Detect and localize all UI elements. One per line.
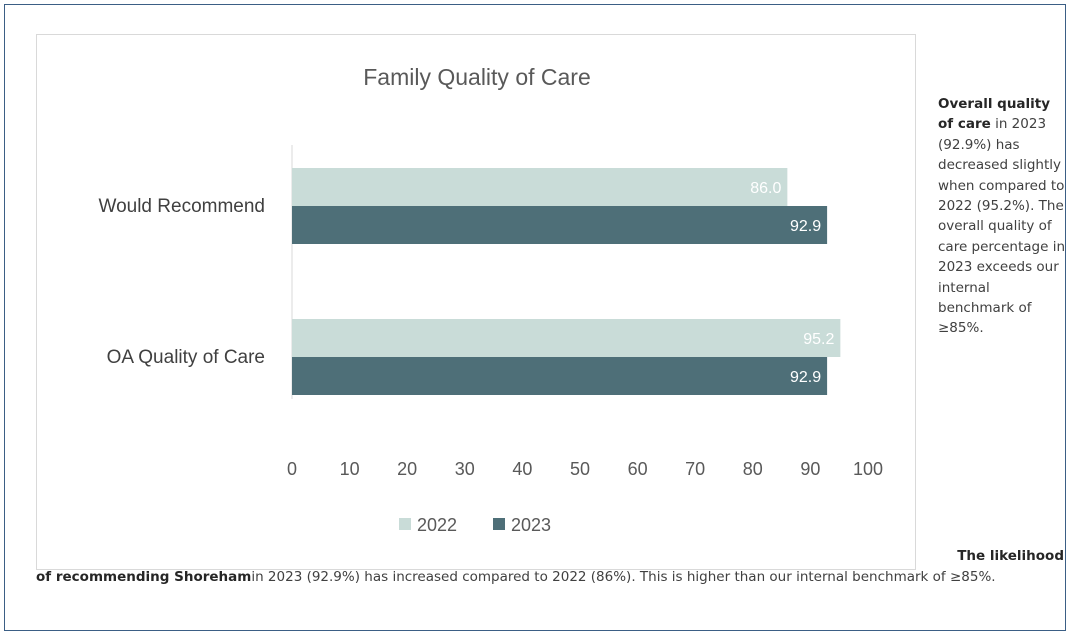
x-tick-label: 60 (628, 459, 648, 479)
x-tick-label: 100 (853, 459, 883, 479)
page-frame (4, 4, 1066, 631)
data-label: 86.0 (750, 180, 781, 197)
bar-2023 (292, 357, 828, 395)
legend-swatch-2023 (493, 518, 505, 530)
legend-swatch-2022 (399, 518, 411, 530)
bar-2022 (292, 168, 788, 206)
category-label: Would Recommend (98, 196, 265, 217)
data-label: 95.2 (803, 331, 834, 348)
chart-title: Family Quality of Care (363, 64, 591, 90)
side-commentary-heading: Overall quality of care (938, 96, 1051, 133)
x-tick-label: 40 (512, 459, 532, 479)
x-tick-label: 50 (570, 459, 590, 479)
side-commentary-body: in 2023 (92.9%) has decreased slightly w… (938, 116, 1065, 337)
x-tick-label: 30 (455, 459, 475, 479)
chart-container: Family Quality of Care Would Recommend 86.… (36, 34, 916, 570)
bottom-commentary: The likelihood of recommending Shorehamin… (36, 546, 1066, 588)
bar-2022 (292, 319, 841, 357)
bottom-commentary-body: in 2023 (92.9%) has increased compared t… (251, 569, 996, 585)
x-tick-label: 80 (743, 459, 763, 479)
category-label: OA Quality of Care (107, 347, 265, 368)
x-tick-label: 90 (800, 459, 820, 479)
side-commentary: Overall quality of care in 2023 (92.9%) … (938, 94, 1068, 339)
x-tick-label: 0 (287, 459, 297, 479)
bottom-commentary-lead: The likelihood (957, 548, 1064, 564)
bottom-commentary-heading: of recommending Shoreham (36, 569, 252, 585)
data-label: 92.9 (790, 369, 821, 386)
bar-2023 (292, 206, 828, 244)
x-tick-label: 10 (340, 459, 360, 479)
x-tick-label: 70 (685, 459, 705, 479)
legend-label: 2022 (417, 515, 457, 535)
data-label: 92.9 (790, 218, 821, 235)
x-tick-label: 20 (397, 459, 417, 479)
legend-label: 2023 (511, 515, 551, 535)
bar-chart: Family Quality of Care Would Recommend 86.… (98, 64, 883, 535)
